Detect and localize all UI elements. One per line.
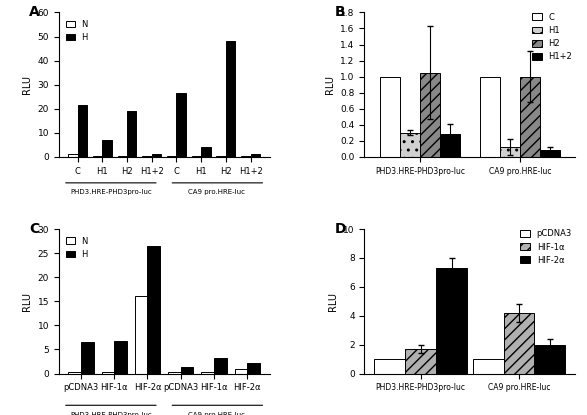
Bar: [247, 364, 260, 374]
Bar: [81, 342, 93, 374]
Legend: N, H: N, H: [63, 233, 91, 262]
Bar: [201, 147, 211, 157]
Bar: [152, 154, 161, 157]
Bar: [147, 246, 160, 374]
Bar: [420, 73, 440, 157]
Bar: [167, 156, 177, 157]
Bar: [143, 156, 152, 157]
Bar: [436, 268, 467, 374]
Bar: [400, 133, 420, 157]
Bar: [241, 156, 251, 157]
Legend: C, H1, H2, H1+2: C, H1, H2, H1+2: [528, 10, 575, 65]
Bar: [135, 296, 147, 374]
Bar: [77, 105, 87, 157]
Text: B: B: [335, 5, 346, 19]
Bar: [181, 367, 193, 374]
Bar: [535, 344, 565, 374]
Bar: [93, 156, 102, 157]
Text: C: C: [29, 222, 39, 236]
Bar: [117, 156, 127, 157]
Text: PHD3.HRE-PHD3pro-luc: PHD3.HRE-PHD3pro-luc: [70, 413, 152, 415]
Y-axis label: RLU: RLU: [325, 75, 335, 94]
Bar: [127, 111, 136, 157]
Text: A: A: [29, 5, 40, 19]
Bar: [102, 140, 112, 157]
Text: CA9 pro.HRE-luc: CA9 pro.HRE-luc: [188, 413, 245, 415]
Legend: N, H: N, H: [63, 17, 91, 46]
Bar: [226, 42, 235, 157]
Bar: [114, 341, 127, 374]
Bar: [214, 358, 227, 374]
Bar: [68, 154, 77, 157]
Bar: [540, 151, 560, 157]
Bar: [102, 372, 114, 374]
Text: CA9 pro.HRE-luc: CA9 pro.HRE-luc: [188, 189, 245, 195]
Bar: [201, 372, 214, 374]
Y-axis label: RLU: RLU: [22, 75, 32, 94]
Bar: [177, 93, 186, 157]
Bar: [405, 349, 436, 374]
Bar: [440, 134, 460, 157]
Bar: [235, 369, 247, 374]
Text: D: D: [335, 222, 346, 236]
Bar: [217, 156, 226, 157]
Bar: [519, 77, 540, 157]
Bar: [251, 154, 260, 157]
Bar: [192, 156, 201, 157]
Y-axis label: RLU: RLU: [328, 292, 338, 311]
Bar: [504, 313, 535, 374]
Bar: [68, 372, 81, 374]
Text: PHD3.HRE-PHD3pro-luc: PHD3.HRE-PHD3pro-luc: [70, 189, 152, 195]
Y-axis label: RLU: RLU: [22, 292, 32, 311]
Bar: [380, 77, 400, 157]
Bar: [480, 77, 500, 157]
Bar: [473, 359, 504, 374]
Bar: [168, 372, 181, 374]
Legend: pCDNA3, HIF-1α, HIF-2α: pCDNA3, HIF-1α, HIF-2α: [517, 226, 575, 268]
Bar: [375, 359, 405, 374]
Bar: [500, 147, 519, 157]
